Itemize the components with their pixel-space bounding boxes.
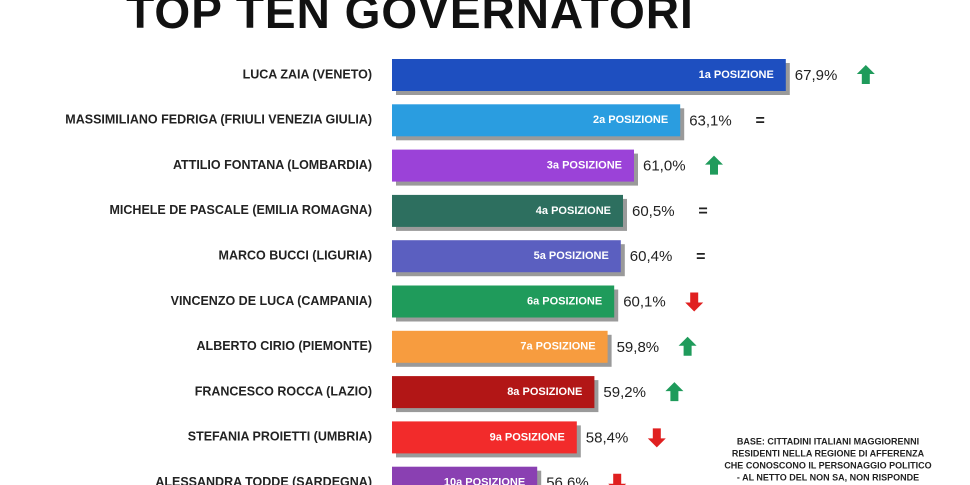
value-label: 63,1% — [689, 112, 732, 129]
value-label: 58,4% — [586, 429, 629, 446]
trend-equal: = — [756, 113, 765, 130]
position-label: 4a POSIZIONE — [536, 205, 611, 217]
category-label: ALBERTO CIRIO (PIEMONTE) — [197, 339, 372, 353]
category-label: MICHELE DE PASCALE (EMILIA ROMAGNA) — [110, 203, 373, 217]
category-label: VINCENZO DE LUCA (CAMPANIA) — [171, 294, 372, 308]
category-label: FRANCESCO ROCCA (LAZIO) — [195, 384, 372, 398]
bar — [392, 149, 634, 182]
category-label: ALESSANDRA TODDE (SARDEGNA) — [155, 475, 372, 485]
value-label: 59,8% — [617, 339, 660, 356]
trend-equal: = — [696, 248, 705, 265]
note-line: RESIDENTI NELLA REGIONE DI AFFERENZA — [732, 448, 925, 458]
category-label: STEFANIA PROIETTI (UMBRIA) — [188, 430, 372, 444]
value-label: 59,2% — [603, 384, 646, 401]
trend-equal: = — [698, 203, 707, 220]
chart-title: TOP TEN GOVERNATORI — [126, 0, 694, 38]
bar — [392, 330, 608, 363]
category-label: MASSIMILIANO FEDRIGA (FRIULI VENEZIA GIU… — [65, 113, 372, 127]
bar — [392, 104, 681, 137]
position-label: 7a POSIZIONE — [520, 341, 595, 353]
value-label: 60,4% — [630, 248, 673, 265]
bar — [392, 59, 786, 91]
position-label: 9a POSIZIONE — [490, 431, 565, 443]
position-label: 6a POSIZIONE — [527, 295, 602, 307]
note-line: CHE CONOSCONO IL PERSONAGGIO POLITICO — [724, 460, 931, 470]
position-label: 5a POSIZIONE — [534, 250, 609, 262]
position-label: 3a POSIZIONE — [547, 160, 622, 172]
trend-down — [647, 428, 666, 448]
bar — [392, 194, 623, 227]
trend-down — [608, 473, 627, 485]
value-label: 61,0% — [643, 158, 686, 175]
trend-up — [665, 382, 684, 402]
value-label: 60,5% — [632, 203, 675, 220]
bar — [392, 240, 621, 273]
trend-up — [678, 336, 697, 356]
bar — [392, 421, 577, 454]
category-label: LUCA ZAIA (VENETO) — [243, 67, 372, 81]
position-label: 10a POSIZIONE — [444, 477, 525, 485]
bar — [392, 376, 595, 409]
value-label: 67,9% — [795, 67, 838, 84]
note-line: - AL NETTO DEL NON SA, NON RISPONDE — [737, 472, 919, 482]
position-label: 1a POSIZIONE — [699, 69, 774, 81]
position-label: 2a POSIZIONE — [593, 114, 668, 126]
trend-down — [685, 292, 704, 312]
value-label: 60,1% — [623, 293, 666, 310]
bar — [392, 466, 538, 485]
trend-up — [856, 65, 875, 84]
trend-up — [705, 155, 723, 175]
value-label: 56,6% — [546, 475, 589, 485]
position-label: 8a POSIZIONE — [507, 386, 582, 398]
bar — [392, 285, 615, 318]
category-label: MARCO BUCCI (LIGURIA) — [219, 248, 372, 262]
note-line: BASE: CITTADINI ITALIANI MAGGIORENNI — [737, 436, 919, 446]
category-label: ATTILIO FONTANA (LOMBARDIA) — [173, 158, 372, 172]
